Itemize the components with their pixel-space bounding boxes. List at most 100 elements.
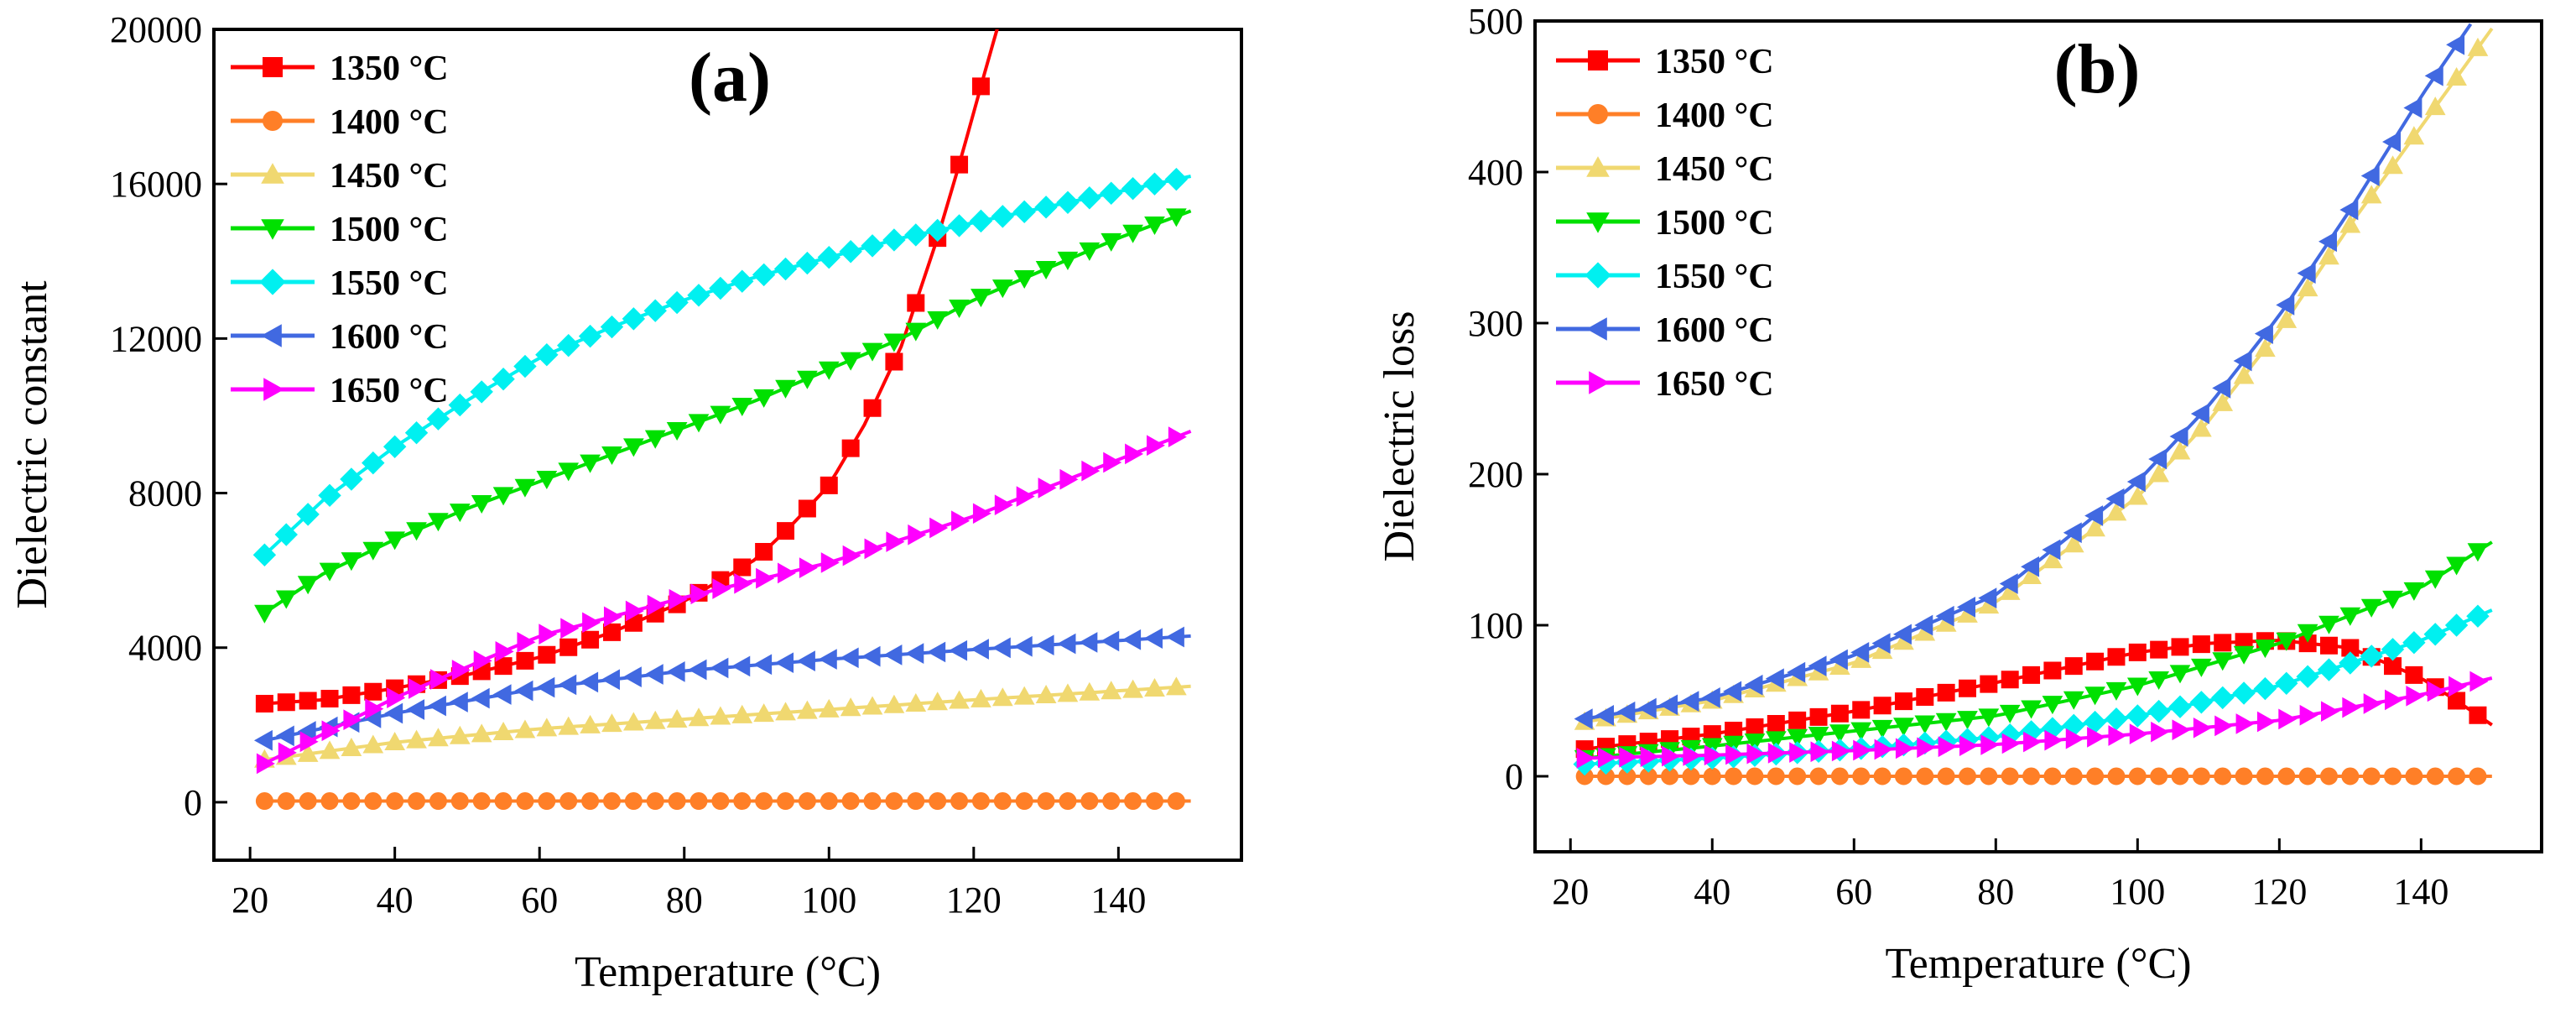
series-1650-point	[820, 552, 840, 573]
series-1500-point	[971, 289, 991, 308]
series-1650-point	[2151, 721, 2170, 743]
legend-label: 1400 °C	[330, 103, 449, 142]
plot-frame-b	[1533, 19, 2543, 853]
series-1400-point	[1809, 767, 1828, 786]
series-1450-point	[991, 687, 1013, 707]
series-1550-point	[2275, 671, 2298, 696]
series-1600-point	[1701, 687, 1720, 708]
series-1350-point	[1916, 688, 1934, 706]
series-1600-point	[991, 637, 1011, 659]
series-1400-point	[798, 792, 816, 811]
series-1400-point	[885, 792, 903, 811]
series-1600-point	[1723, 681, 1742, 702]
series-1400-point	[429, 792, 447, 811]
series-1350-point	[1767, 714, 1785, 733]
series-1650-point	[625, 600, 644, 622]
series-1600-point	[2276, 295, 2295, 316]
series-1500-point	[2318, 615, 2339, 634]
series-1650-point	[2278, 708, 2298, 730]
series-1450-point	[2212, 392, 2234, 411]
series-1500-point	[1978, 708, 2000, 728]
series-1500-point	[905, 322, 927, 342]
series-1550-point	[578, 324, 602, 348]
series-1600	[1574, 23, 2473, 729]
y-tick-label: 8000	[128, 473, 202, 514]
series-1650-point	[1853, 739, 1872, 761]
series-1350-point	[971, 77, 990, 96]
series-1350-point	[2086, 652, 2105, 671]
series-1650-point	[842, 545, 861, 566]
series-1600-point	[688, 659, 707, 681]
series-1450-point	[2446, 66, 2467, 86]
series-1500-point	[1057, 251, 1079, 270]
series-1450-point	[818, 698, 840, 718]
series-1450-point	[1035, 685, 1057, 704]
series-1600-point	[2297, 263, 2316, 284]
series-1550-point	[448, 393, 472, 417]
series-1550-point	[2211, 686, 2235, 710]
series-1350-point	[777, 522, 795, 540]
series-1650-point	[1767, 743, 1787, 764]
series-1350-point	[755, 543, 773, 561]
series-1550-point	[2168, 695, 2192, 718]
series-1350-point	[1830, 704, 1849, 723]
series-1500-point	[2382, 590, 2403, 609]
series-1600-point	[1595, 705, 1615, 726]
series-1500-point	[319, 562, 341, 582]
series-1650-point	[1789, 742, 1808, 763]
series-1400-point	[408, 792, 426, 811]
series-1450-point	[840, 697, 861, 717]
series-1550-point	[2317, 658, 2341, 681]
series-1500-point	[1122, 224, 1143, 243]
series-1650-point	[778, 562, 797, 584]
series-1400-point	[1682, 767, 1700, 786]
x-tick-label: 60	[521, 879, 558, 921]
series-1600-point	[1850, 642, 1870, 663]
series-1500-point	[818, 361, 840, 380]
series-1450-point	[384, 732, 406, 751]
series-1650-point	[2299, 704, 2318, 726]
series-1650-point	[1081, 460, 1101, 482]
series-1450-point	[1013, 686, 1035, 705]
series-1600-point	[840, 647, 859, 669]
series-1400-point	[1167, 792, 1185, 811]
series-1550-point	[2296, 665, 2319, 688]
series-1650	[256, 426, 1192, 775]
series-1350-point	[1852, 701, 1871, 719]
y-tick-label: 0	[184, 782, 202, 823]
series-1400	[1575, 767, 2492, 786]
series-1650-point	[1576, 748, 1595, 769]
series-1650-point	[343, 709, 362, 731]
x-tick-label: 120	[2251, 871, 2307, 912]
series-1450	[254, 676, 1191, 768]
series-1500-point	[384, 531, 406, 551]
series-1600-point	[1057, 633, 1076, 655]
series-1400-point	[2469, 767, 2487, 786]
series-1400-point	[2298, 767, 2317, 786]
series-1600-point	[1165, 626, 1184, 648]
series-1450-point	[861, 696, 883, 715]
series-1650-point	[1662, 745, 1681, 767]
series-1550-point	[773, 257, 798, 281]
series-1450-point	[558, 716, 580, 735]
series-1450-point	[2255, 338, 2276, 358]
series-1400-point	[581, 792, 600, 811]
series-1600-point	[2084, 505, 2104, 526]
series-1350-point	[2171, 638, 2189, 656]
series-1550-point	[2402, 630, 2426, 655]
series-1500-point	[1787, 728, 1808, 748]
series-1400-point	[559, 792, 578, 811]
legend-label: 1500 °C	[330, 211, 449, 249]
series-1400-point	[2064, 767, 2083, 786]
series-1600-point	[2382, 131, 2402, 153]
series-1550-point	[882, 228, 906, 252]
series-1650-point	[1704, 744, 1723, 766]
series-1550-point	[947, 214, 971, 237]
series-1450-point	[449, 725, 471, 744]
series-1650-point	[2427, 681, 2446, 702]
series-1650-point	[278, 742, 297, 764]
series-1450-point	[341, 737, 362, 756]
series-1500-point	[601, 446, 622, 466]
y-tick-label: 500	[1468, 1, 1523, 42]
series-1650-point	[1103, 451, 1122, 473]
